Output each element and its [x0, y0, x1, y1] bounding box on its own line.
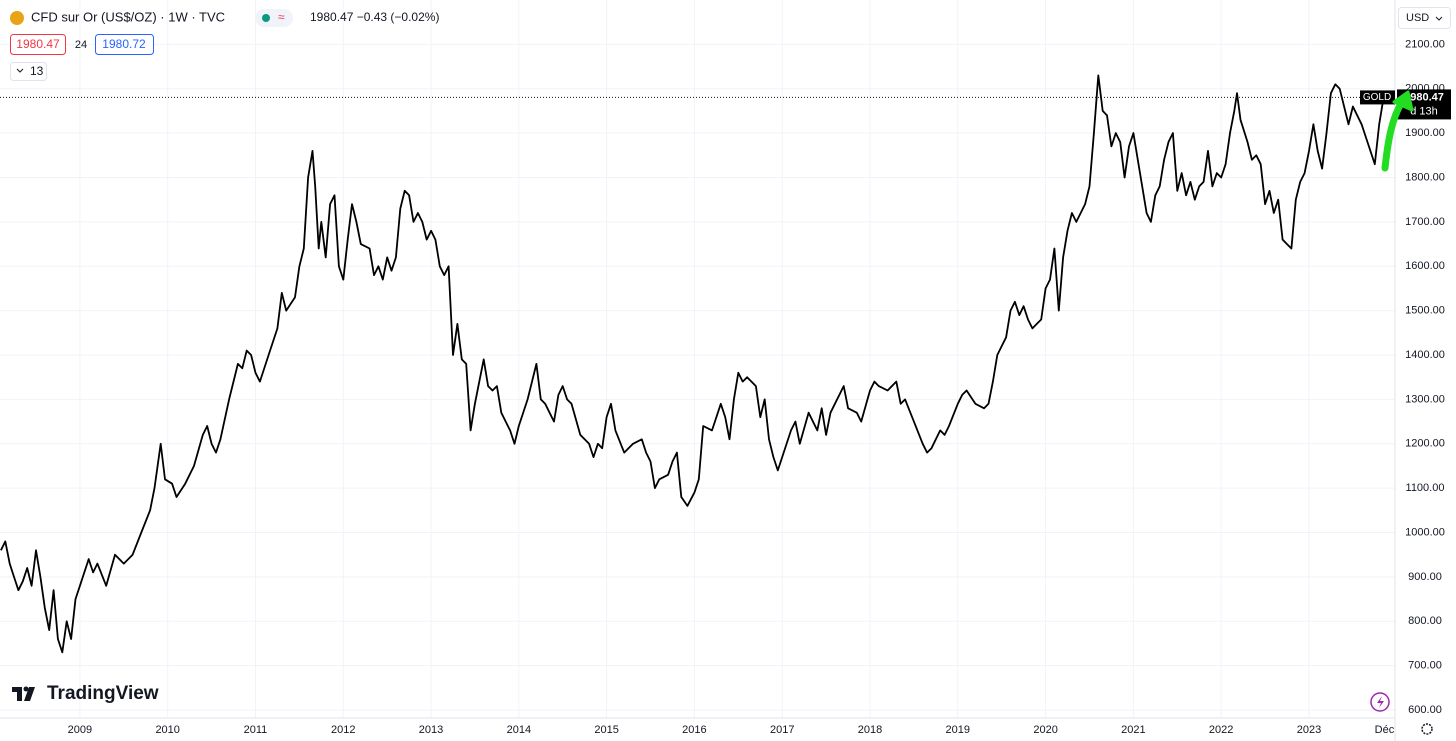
x-tick-label: 2019 [946, 724, 970, 736]
y-tick-label: 1000.00 [1405, 526, 1445, 538]
y-tick-label: 900.00 [1408, 571, 1442, 583]
price-line [0, 74, 1385, 654]
y-tick-label: 800.00 [1408, 615, 1442, 627]
status-icon: ≈ [278, 10, 285, 24]
indicators-count[interactable]: 13 [30, 64, 44, 78]
x-tick-label: 2012 [331, 724, 355, 736]
chevron [16, 68, 24, 73]
y-tick-label: 700.00 [1408, 660, 1442, 672]
y-tick-label: 1500.00 [1405, 305, 1445, 317]
brand-logo [23, 686, 29, 692]
sell-price[interactable]: 1980.47 [16, 37, 60, 51]
y-tick-label: 1600.00 [1405, 260, 1445, 272]
price-tag-label: 1980.47 [1404, 91, 1444, 103]
countdown: d 13h [1410, 105, 1438, 117]
x-tick-label: 2013 [419, 724, 443, 736]
quote: 1980.47 −0.43 (−0.02%) [310, 10, 439, 24]
alert-icon [1377, 696, 1384, 708]
x-tick-label: 2015 [594, 724, 618, 736]
y-tick-label: 2100.00 [1405, 38, 1445, 50]
x-tick-label: 2011 [244, 724, 268, 736]
symbol-tag [1360, 90, 1395, 105]
status-dot [262, 14, 270, 22]
x-tick-label: 2017 [770, 724, 794, 736]
currency-select[interactable] [1398, 7, 1451, 29]
spread: 24 [75, 39, 87, 51]
x-tick-label: 2018 [858, 724, 882, 736]
brand: TradingView [47, 683, 159, 704]
x-tick-label: 2016 [682, 724, 706, 736]
symbol-title[interactable]: CFD sur Or (US$/OZ) · 1W · TVC [31, 9, 225, 24]
symbol-icon [10, 11, 24, 25]
x-tick-label: 2022 [1209, 724, 1233, 736]
chevron [1435, 16, 1443, 21]
x-tick-label: 2023 [1297, 724, 1321, 736]
y-tick-label: 600.00 [1408, 704, 1442, 716]
symbol-tag-label: GOLD [1363, 92, 1391, 103]
brand-logo [12, 687, 35, 701]
y-tick-label: 1300.00 [1405, 393, 1445, 405]
x-tick-label: 2020 [1033, 724, 1057, 736]
currency[interactable]: USD [1406, 12, 1429, 24]
y-tick-label: 1900.00 [1405, 127, 1445, 139]
indicators-toggle[interactable] [10, 62, 47, 81]
buy-button[interactable] [95, 34, 154, 55]
y-tick-label: 1100.00 [1406, 482, 1445, 494]
status-badge[interactable] [255, 9, 293, 27]
x-tick-label: 2021 [1121, 724, 1145, 736]
y-tick-label: 1700.00 [1405, 216, 1445, 228]
x-tick-label: 2014 [507, 724, 531, 736]
grid [0, 0, 1395, 718]
alert-button[interactable] [1370, 692, 1390, 712]
settings-button[interactable] [1421, 723, 1433, 735]
x-tick-label: Déc [1375, 724, 1395, 736]
y-tick-label: 1400.00 [1405, 349, 1445, 361]
annotation-arrowhead [1392, 90, 1414, 112]
buy-price[interactable]: 1980.72 [102, 37, 146, 51]
plot [0, 74, 1395, 654]
y-tick-label: 1800.00 [1405, 171, 1445, 183]
x-tick-label: 2010 [155, 724, 179, 736]
sell-button[interactable] [10, 34, 66, 55]
annotation-arrow [1381, 98, 1406, 172]
y-tick-label: 1200.00 [1405, 438, 1445, 450]
x-tick-label: 2009 [68, 724, 92, 736]
axes: 2100.002000.001900.001800.001700.001600.… [68, 38, 1445, 736]
